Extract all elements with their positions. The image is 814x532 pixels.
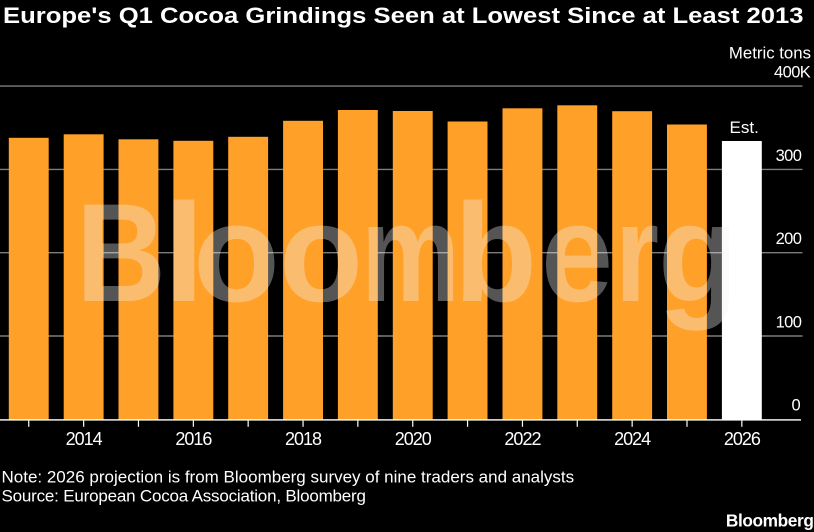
svg-text:Est.: Est.	[730, 118, 759, 137]
svg-text:2018: 2018	[285, 429, 322, 449]
svg-text:g: g	[658, 174, 738, 331]
svg-text:100: 100	[776, 314, 802, 332]
svg-text:0: 0	[792, 397, 801, 415]
svg-text:400K: 400K	[774, 64, 811, 82]
svg-text:2022: 2022	[504, 429, 541, 449]
svg-text:Note: 2026 projection is from: Note: 2026 projection is from Bloomberg …	[2, 467, 575, 486]
svg-text:b: b	[454, 174, 537, 331]
svg-text:2020: 2020	[395, 429, 432, 449]
svg-text:B: B	[76, 174, 166, 331]
svg-text:o: o	[193, 174, 280, 331]
svg-text:m: m	[361, 174, 460, 331]
svg-text:l: l	[163, 174, 205, 331]
svg-text:2016: 2016	[175, 429, 212, 449]
svg-text:Source: European Cocoa Associa: Source: European Cocoa Association, Bloo…	[2, 486, 366, 505]
svg-text:o: o	[279, 174, 363, 331]
svg-text:200: 200	[776, 230, 802, 248]
svg-text:e: e	[541, 174, 613, 331]
svg-text:Europe's Q1 Cocoa Grindings Se: Europe's Q1 Cocoa Grindings Seen at Lowe…	[3, 3, 804, 28]
svg-text:300: 300	[776, 147, 802, 165]
svg-text:r: r	[615, 174, 659, 331]
svg-text:2026: 2026	[724, 429, 761, 449]
svg-text:Bloomberg: Bloomberg	[726, 511, 814, 531]
svg-text:2014: 2014	[66, 429, 103, 449]
svg-text:2024: 2024	[614, 429, 651, 449]
svg-text:Metric tons: Metric tons	[729, 44, 811, 63]
